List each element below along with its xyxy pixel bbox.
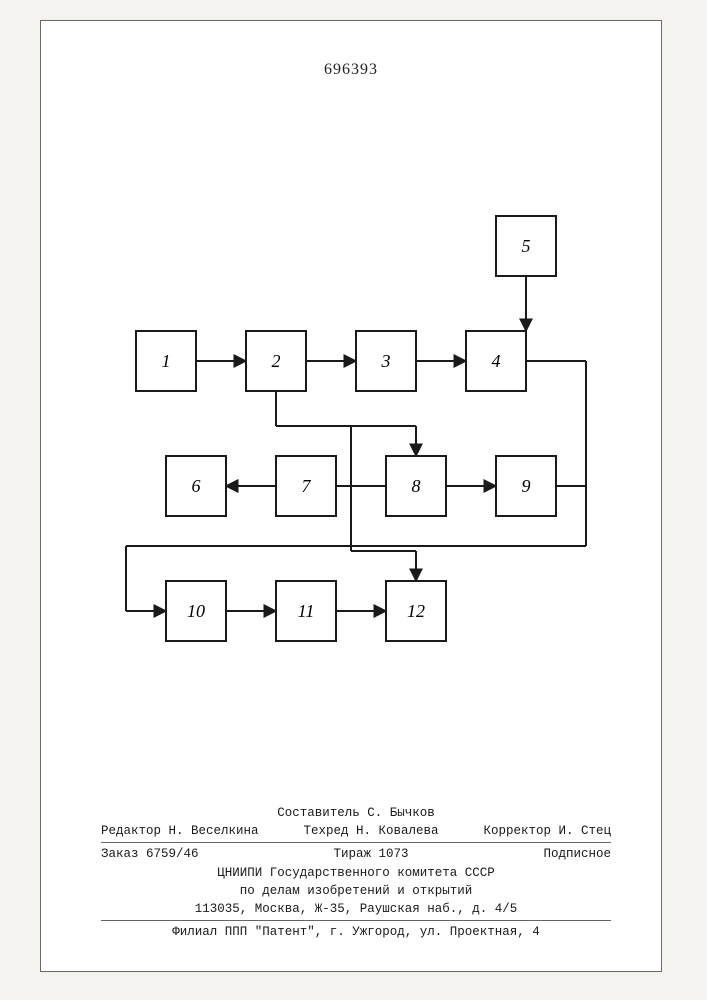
block-label-8: 8 bbox=[412, 476, 421, 496]
block-label-6: 6 bbox=[192, 476, 201, 496]
block-label-7: 7 bbox=[302, 476, 312, 496]
block-label-9: 9 bbox=[522, 476, 531, 496]
block-label-4: 4 bbox=[492, 351, 501, 371]
block-label-5: 5 bbox=[522, 236, 531, 256]
block-label-3: 3 bbox=[381, 351, 391, 371]
block-label-12: 12 bbox=[407, 601, 425, 621]
block-label-2: 2 bbox=[272, 351, 281, 371]
block-label-1: 1 bbox=[162, 351, 171, 371]
page-sheet: 696393 123456789101112 Составитель С. Бы… bbox=[40, 20, 662, 972]
block-label-11: 11 bbox=[298, 601, 315, 621]
colophon: Составитель С. Бычков Редактор Н. Веселк… bbox=[101, 804, 611, 941]
block-label-10: 10 bbox=[187, 601, 205, 621]
block-diagram: 123456789101112 bbox=[41, 21, 661, 721]
